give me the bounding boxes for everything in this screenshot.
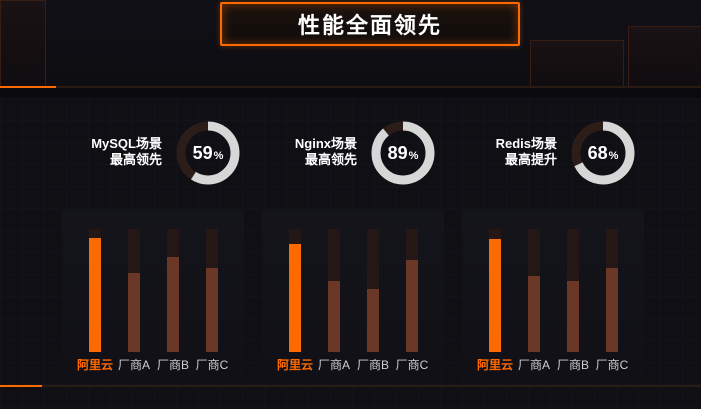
bar [328,280,340,352]
bar [528,275,540,352]
metric-number: 89 [387,142,408,163]
metric-value: 59% [176,121,240,185]
ring-graphic [176,121,240,185]
bar-track [489,229,501,352]
percent-ring: 89% [371,121,435,185]
category-label: 厂商B [156,358,189,372]
bar [89,237,101,352]
metric-label: Redis场景 最高提升 [495,136,557,167]
percent-ring: 68% [571,121,635,185]
category-label: 厂商A [517,358,550,372]
metric-value: 89% [371,121,435,185]
metric-nginx: Nginx场景 最高领先 89% [215,118,435,188]
metric-label: MySQL场景 最高领先 [91,136,162,167]
category-label: 阿里云 [276,358,313,372]
bar-track [567,229,579,352]
category-label: 厂商C [195,358,229,372]
bar-track [328,229,340,352]
title-frame: 性能全面领先 [220,2,520,46]
ring-fill [176,121,240,185]
bar-track [528,229,540,352]
metric-label: Nginx场景 最高领先 [294,136,357,167]
bar [489,238,501,352]
category-label: 厂商B [556,358,589,372]
category-label: 厂商C [595,358,629,372]
category-label: 厂商A [117,358,150,372]
bar [606,268,618,352]
ring-fill [371,121,435,185]
metric-mysql: MySQL场景 最高领先 59% [20,118,240,188]
bar [406,259,418,352]
category-label: 阿里云 [476,358,513,372]
bar [167,257,179,352]
percent-ring: 59% [176,121,240,185]
category-label: 厂商B [356,358,389,372]
chart-panel-mysql: 阿里云 厂商A 厂商B 厂商C [62,210,244,380]
ring-graphic [371,121,435,185]
bar [289,243,301,352]
bar-track [89,229,101,352]
bar-track [167,229,179,352]
metric-unit: % [608,150,619,162]
header-decoration-left [0,0,46,88]
metric-unit: % [213,150,224,162]
bar-track [406,229,418,352]
bar [206,268,218,352]
bar-track [367,229,379,352]
bar [567,280,579,352]
ring-graphic [571,121,635,185]
footer-divider [0,385,701,387]
bar-track [128,229,140,352]
category-label: 厂商A [317,358,350,372]
bar [367,289,379,352]
chart-panel-redis: 阿里云 厂商A 厂商B 厂商C [462,210,644,380]
metric-value: 68% [571,121,635,185]
header-decoration-right-a [530,40,624,88]
metric-redis: Redis场景 最高提升 68% [415,118,635,188]
metric-number: 68 [587,142,608,163]
bar-track [606,229,618,352]
bar [128,273,140,352]
ring-fill [571,121,635,185]
header-decoration-right-b [628,26,701,88]
metric-unit: % [408,150,419,162]
page-title: 性能全面领先 [297,13,442,38]
bar-track [289,229,301,352]
chart-panel-nginx: 阿里云 厂商A 厂商B 厂商C [262,210,444,380]
category-label: 厂商C [395,358,429,372]
header-divider [0,86,701,88]
category-label: 阿里云 [76,358,113,372]
metric-number: 59 [192,142,213,163]
bar-track [206,229,218,352]
